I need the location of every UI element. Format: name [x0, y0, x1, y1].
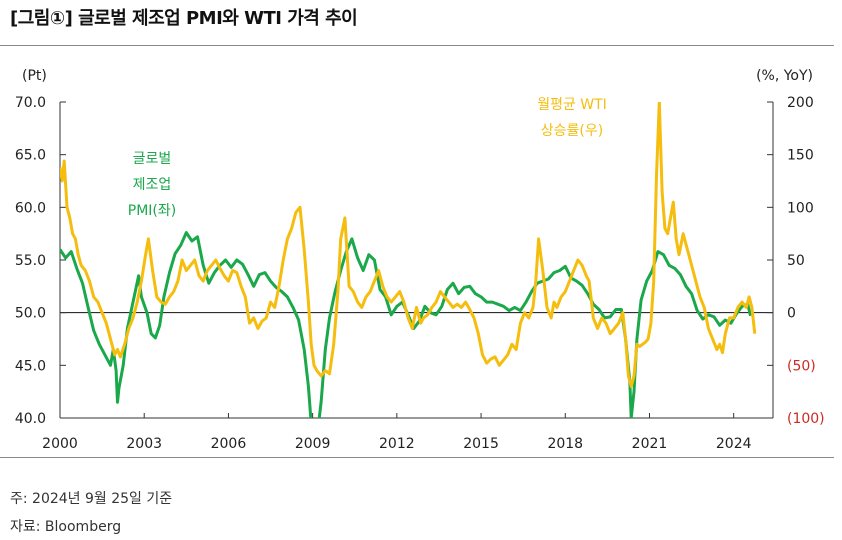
- right-tick-label: 0: [787, 306, 796, 322]
- left-tick-label: 55.0: [15, 253, 46, 269]
- pmi-series-line: [60, 231, 752, 418]
- left-tick-label: 60.0: [15, 200, 46, 216]
- pmi-series-label: 제조업: [133, 177, 172, 193]
- wti-series-label: 월평균 WTI: [537, 97, 607, 113]
- x-tick-label: 2021: [632, 436, 668, 452]
- source-note: 자료: Bloomberg: [10, 519, 122, 535]
- footer-divider: [0, 457, 834, 458]
- wti-series-line: [60, 102, 757, 388]
- left-tick-label: 40.0: [15, 411, 46, 427]
- left-tick-label: 45.0: [15, 358, 46, 374]
- chart-area: 40.0 45.0 50.0 55.0 60.0 65.0 70.0 (100) (50) 0 50…: [15, 68, 825, 452]
- footnote: 주: 2024년 9월 25일 기준: [10, 491, 173, 507]
- right-tick-label: 50: [787, 253, 805, 269]
- right-tick-label: 150: [787, 148, 814, 164]
- x-tick-label: 2015: [463, 436, 499, 452]
- left-tick-label: 70.0: [15, 95, 46, 111]
- x-tick-label: 2012: [379, 436, 415, 452]
- x-tick-label: 2018: [547, 436, 583, 452]
- wti-series-label: 상승률(우): [541, 123, 603, 139]
- left-tick-label: 65.0: [15, 148, 46, 164]
- pmi-series-label: 글로벌: [133, 151, 172, 167]
- left-axis-unit: (Pt): [22, 68, 47, 84]
- right-tick-label: (50): [787, 358, 816, 374]
- pmi-series-label: PMI(좌): [128, 203, 176, 219]
- x-tick-label: 2009: [295, 436, 331, 452]
- title-divider: [0, 45, 834, 46]
- x-tick-label: 2000: [42, 436, 78, 452]
- right-tick-label: 200: [787, 95, 814, 111]
- right-tick-label: (100): [787, 411, 825, 427]
- right-tick-label: 100: [787, 200, 814, 216]
- x-tick-label: 2003: [126, 436, 162, 452]
- right-axis-unit: (%, YoY): [756, 68, 813, 84]
- x-tick-label: 2024: [716, 436, 752, 452]
- chart-title: [그림①] 글로벌 제조업 PMI와 WTI 가격 추이: [10, 8, 358, 29]
- x-tick-label: 2006: [211, 436, 247, 452]
- left-tick-label: 50.0: [15, 306, 46, 322]
